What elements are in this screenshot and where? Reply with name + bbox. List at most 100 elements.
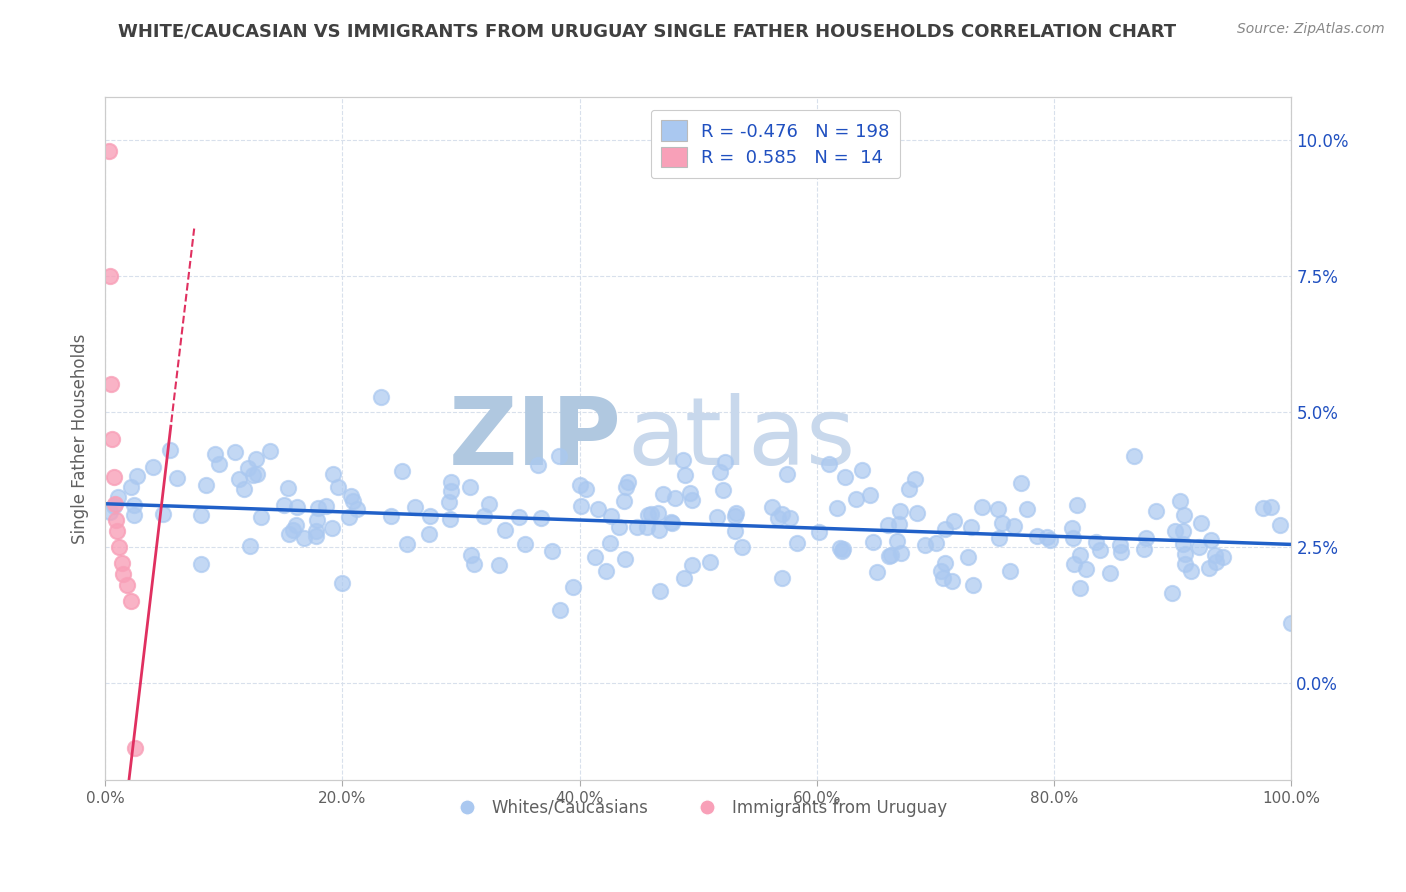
Point [107,490,129,504]
Point [526,458,548,472]
Point [380,508,402,523]
Point [541,544,564,558]
Point [124,740,146,755]
Point [418,527,440,541]
Point [614,552,637,566]
Point [208,458,231,472]
Point [1085,534,1108,549]
Point [285,500,308,514]
Point [599,536,621,550]
Point [103,469,125,483]
Point [626,520,648,534]
Point [100,377,122,392]
Point [246,467,269,481]
Point [904,472,927,486]
Point [204,447,226,461]
Point [124,498,146,512]
Point [315,499,337,513]
Point [1189,516,1212,531]
Point [111,567,134,582]
Point [1171,537,1194,551]
Point [228,472,250,486]
Point [439,495,461,509]
Point [845,491,868,506]
Point [1066,499,1088,513]
Point [1017,502,1039,516]
Point [599,508,621,523]
Point [1074,562,1097,576]
Point [463,557,485,571]
Point [825,501,848,516]
Point [292,532,315,546]
Point [1180,564,1202,578]
Point [956,550,979,565]
Point [1144,504,1167,518]
Point [259,443,281,458]
Point [1122,449,1144,463]
Point [779,511,801,525]
Point [1268,518,1291,533]
Point [998,564,1021,578]
Point [224,445,246,459]
Point [943,515,966,529]
Y-axis label: Single Father Households: Single Father Households [72,334,89,544]
Point [111,557,134,571]
Point [307,500,329,515]
Point [122,508,145,522]
Point [877,518,900,533]
Point [724,506,747,520]
Point [458,480,481,494]
Point [991,516,1014,531]
Point [98,268,121,283]
Point [391,464,413,478]
Point [1174,547,1197,561]
Point [761,500,783,515]
Point [236,460,259,475]
Point [548,449,571,463]
Point [889,504,911,518]
Point [962,578,984,592]
Point [673,467,696,482]
Point [249,509,271,524]
Point [120,594,142,608]
Point [987,502,1010,516]
Point [460,549,482,563]
Point [1098,566,1121,581]
Point [194,478,217,492]
Point [104,513,127,527]
Text: ZIP: ZIP [449,392,621,484]
Point [142,460,165,475]
Point [934,557,956,571]
Point [1062,531,1084,545]
Point [488,558,510,573]
Point [1069,582,1091,596]
Point [681,558,703,573]
Point [647,507,669,521]
Point [834,470,856,484]
Point [613,494,636,508]
Point [1002,518,1025,533]
Point [342,493,364,508]
Point [530,510,553,524]
Point [932,571,955,585]
Point [650,584,672,599]
Point [127,469,149,483]
Point [340,489,363,503]
Point [731,540,754,554]
Point [346,501,368,516]
Point [851,462,873,476]
Point [277,481,299,495]
Point [101,432,124,446]
Point [879,549,901,564]
Point [1088,543,1111,558]
Point [1109,538,1132,552]
Point [1168,494,1191,508]
Point [987,531,1010,545]
Point [1035,530,1057,544]
Point [439,512,461,526]
Point [190,558,212,572]
Point [1025,529,1047,543]
Point [281,524,304,538]
Text: Source: ZipAtlas.com: Source: ZipAtlas.com [1237,22,1385,37]
Point [104,497,127,511]
